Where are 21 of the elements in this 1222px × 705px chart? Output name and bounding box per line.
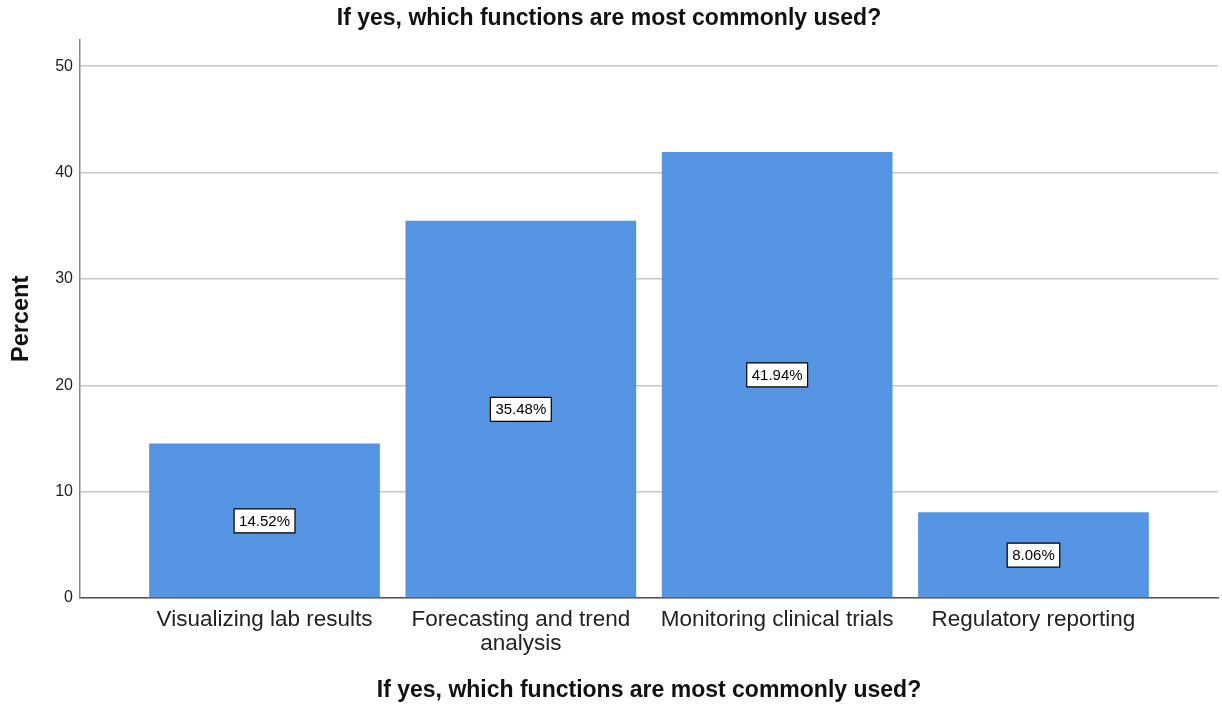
- x-axis-title: If yes, which functions are most commonly used?: [376, 675, 922, 702]
- y-tick-label: 30: [55, 269, 74, 287]
- bar: [405, 220, 637, 598]
- data-label: 14.52%: [239, 511, 290, 529]
- data-label: 41.94%: [751, 366, 803, 384]
- bar: [918, 512, 1149, 598]
- bar: [149, 443, 380, 598]
- y-tick-label: 40: [55, 162, 74, 180]
- y-axis-title: Percent: [6, 275, 33, 362]
- bar: [661, 151, 893, 598]
- x-tick-label: Forecasting and trend analysis: [411, 606, 631, 655]
- data-label: 35.48%: [495, 400, 547, 418]
- y-tick-label: 50: [55, 56, 74, 74]
- y-tick-label: 10: [55, 482, 74, 500]
- x-tick-label: Monitoring clinical trials: [660, 606, 894, 632]
- data-label: 8.06%: [1012, 546, 1055, 564]
- x-tick-label: Visualizing lab results: [156, 606, 373, 632]
- x-tick-label: Regulatory reporting: [931, 606, 1136, 632]
- y-tick-label: 0: [64, 588, 74, 606]
- chart-title: If yes, which functions are most commonly used?: [336, 4, 882, 31]
- y-tick-label: 20: [55, 375, 74, 393]
